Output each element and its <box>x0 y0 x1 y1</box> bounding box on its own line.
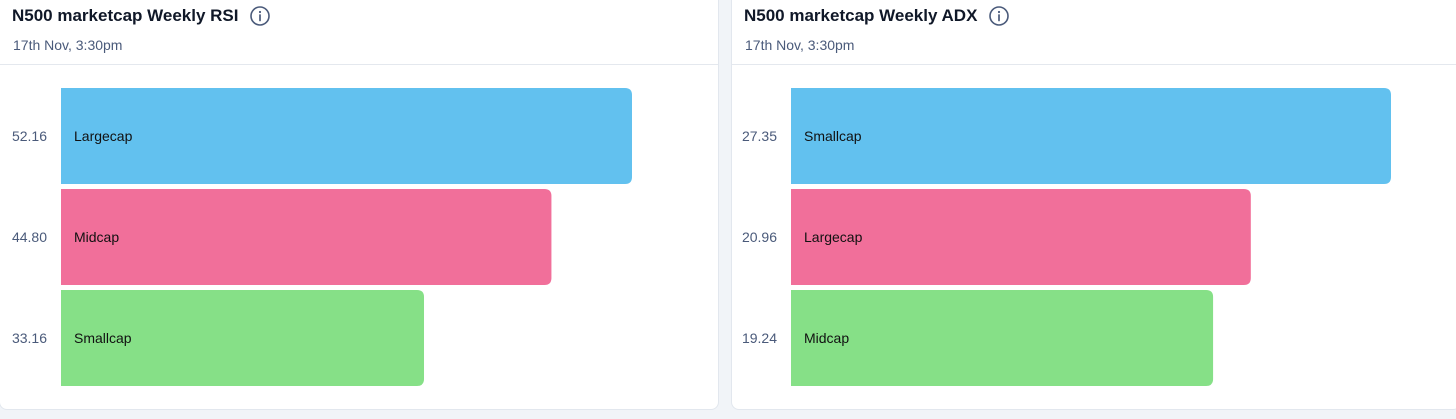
bar-value-label: 52.16 <box>12 128 47 144</box>
bar-value-label: 19.24 <box>742 330 777 346</box>
bar-category-label: Largecap <box>74 128 133 144</box>
card-timestamp: 17th Nov, 3:30pm <box>13 37 123 53</box>
title-row: N500 marketcap Weekly RSI <box>12 4 271 28</box>
bar-category-label: Midcap <box>804 330 849 346</box>
bar-category-label: Smallcap <box>74 330 132 346</box>
bar-value-label: 44.80 <box>12 229 47 245</box>
bar-category-label: Smallcap <box>804 128 862 144</box>
rsi-bar-chart: Largecap 52.16 Midcap 44.80 Smallcap 33.16 <box>12 88 632 386</box>
card-header: N500 marketcap Weekly ADX 17th Nov, 3:30… <box>732 0 1456 65</box>
bar-midcap[interactable] <box>791 290 1214 386</box>
bar-value-label: 27.35 <box>742 128 777 144</box>
rsi-card: N500 marketcap Weekly RSI 17th Nov, 3:30… <box>0 0 719 410</box>
bar-smallcap[interactable] <box>791 88 1391 184</box>
info-circle-icon[interactable] <box>988 5 1010 27</box>
card-title: N500 marketcap Weekly ADX <box>744 6 978 25</box>
bar-midcap[interactable] <box>61 189 552 285</box>
bar-largecap[interactable] <box>791 189 1251 285</box>
bar-value-label: 33.16 <box>12 330 47 346</box>
card-timestamp: 17th Nov, 3:30pm <box>745 37 855 53</box>
adx-card: N500 marketcap Weekly ADX 17th Nov, 3:30… <box>731 0 1456 410</box>
adx-bar-chart: Smallcap 27.35 Largecap 20.96 Midcap 19.24 <box>742 88 1391 386</box>
card-title: N500 marketcap Weekly RSI <box>12 6 239 25</box>
bar-smallcap[interactable] <box>61 290 425 386</box>
bar-category-label: Midcap <box>74 229 119 245</box>
bar-largecap[interactable] <box>61 88 632 184</box>
card-header: N500 marketcap Weekly RSI 17th Nov, 3:30… <box>0 0 718 65</box>
title-row: N500 marketcap Weekly ADX <box>744 4 1010 28</box>
bar-value-label: 20.96 <box>742 229 777 245</box>
bar-category-label: Largecap <box>804 229 863 245</box>
info-circle-icon[interactable] <box>249 5 271 27</box>
